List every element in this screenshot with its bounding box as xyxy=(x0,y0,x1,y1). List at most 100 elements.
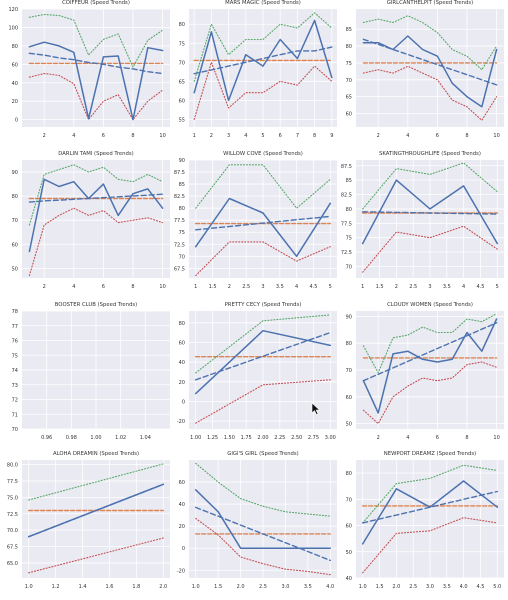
y-tick-label: 60 xyxy=(179,98,185,104)
x-tick-label: 2.25 xyxy=(274,435,285,441)
y-tick-label: 80 xyxy=(179,22,185,28)
y-tick-label: 75 xyxy=(346,61,352,67)
subplot-8: -20 0 20 40 60 80 1.00 1.25 1.50 1.75 2.00 2.25 2.50… xyxy=(177,302,337,441)
y-tick-label: 40 xyxy=(179,502,185,508)
x-tick-label: 2.0 xyxy=(392,584,400,590)
x-tick-label: 3.5 xyxy=(276,284,284,290)
series-line-upper xyxy=(28,463,164,501)
x-tick-label: 1.0 xyxy=(25,584,33,590)
y-tick-label: 82.5 xyxy=(341,193,352,199)
chart-title: GIGI'S GIRL (Speed Trends) xyxy=(227,451,299,457)
series-line-upper xyxy=(362,162,498,210)
x-tick-label: 10 xyxy=(159,133,165,139)
series-line-lower xyxy=(195,517,331,576)
series-line-upper xyxy=(195,462,331,517)
x-tick-label: 5 xyxy=(261,133,264,139)
x-tick-label: 5 xyxy=(329,284,332,290)
x-tick-label: 1.5 xyxy=(214,584,222,590)
y-tick-label: 70 xyxy=(346,368,352,374)
x-tick-label: 2.5 xyxy=(409,284,417,290)
chart-title: ALOHA DREAMIN (Speed Trends) xyxy=(53,451,139,457)
x-tick-label: 2 xyxy=(377,435,380,441)
y-tick-label: 80 xyxy=(179,321,185,327)
y-tick-label: -20 xyxy=(177,568,185,574)
chart-title: WILLOW COVE (Speed Trends) xyxy=(223,151,303,157)
y-tick-label: 60 xyxy=(346,524,352,530)
y-tick-label: 90 xyxy=(12,170,18,176)
series-line-trend xyxy=(362,38,498,86)
x-tick-label: 2 xyxy=(43,284,46,290)
x-tick-label: 3 xyxy=(261,284,264,290)
x-tick-label: 3 xyxy=(227,133,230,139)
chart-title: BOOSTER CLUB (Speed Trends) xyxy=(55,302,137,308)
series-line-lower xyxy=(362,225,498,273)
plot-area xyxy=(22,9,170,127)
series-line-speed xyxy=(194,329,332,395)
x-tick-label: 7 xyxy=(296,133,299,139)
series-line-trend xyxy=(362,211,498,215)
x-tick-label: 1.50 xyxy=(224,435,235,441)
x-tick-label: 2.50 xyxy=(291,435,302,441)
y-tick-label: 50 xyxy=(12,266,18,272)
x-tick-label: 3.5 xyxy=(443,584,451,590)
series-line-speed xyxy=(362,318,498,414)
chart-title: GIRLCANTHELPIT (Speed Trends) xyxy=(387,0,473,6)
subplot-7: 70 71 72 73 74 75 76 77 78 0.96 0.98 1.00 1.02 1.04 BO… xyxy=(12,302,170,441)
x-tick-label: 1.00 xyxy=(90,435,101,441)
x-tick-label: 3.5 xyxy=(443,284,451,290)
series-line-trend xyxy=(28,52,164,75)
x-tick-label: 1 xyxy=(361,284,364,290)
series-line-speed xyxy=(194,489,332,549)
y-tick-label: 78 xyxy=(12,309,18,315)
x-tick-label: 3.5 xyxy=(304,584,312,590)
y-tick-label: 0 xyxy=(182,399,185,405)
x-tick-label: 1.6 xyxy=(105,584,113,590)
y-tick-label: 0 xyxy=(15,118,18,124)
y-tick-label: 77.5 xyxy=(7,479,18,485)
subplot-11: -20 0 20 40 60 1.0 1.5 2.0 2.5 3.0 3.5 4.0 GIGI'S GI… xyxy=(177,451,337,590)
x-tick-label: 2.0 xyxy=(159,584,167,590)
x-tick-label: 3.0 xyxy=(426,584,434,590)
y-tick-label: 87.5 xyxy=(341,164,352,170)
x-tick-label: 6 xyxy=(102,133,105,139)
x-tick-label: 10 xyxy=(493,133,499,139)
x-tick-label: 4.0 xyxy=(460,584,468,590)
y-tick-label: 40 xyxy=(179,360,185,366)
series-line-upper xyxy=(28,13,164,68)
x-tick-label: 4 xyxy=(406,133,409,139)
y-tick-label: 73 xyxy=(12,383,18,389)
x-tick-label: 10 xyxy=(159,284,165,290)
y-tick-label: 76 xyxy=(12,339,18,345)
y-tick-label: 87.5 xyxy=(174,170,185,176)
x-tick-label: 1.5 xyxy=(376,584,384,590)
series-line-upper xyxy=(362,313,498,374)
y-tick-label: 100 xyxy=(8,25,18,31)
x-tick-label: 8 xyxy=(313,133,316,139)
x-tick-label: 4 xyxy=(406,435,409,441)
series-line-trend xyxy=(194,506,331,562)
y-tick-label: 75 xyxy=(12,353,18,359)
y-tick-label: 80 xyxy=(12,194,18,200)
y-tick-label: 60 xyxy=(179,340,185,346)
x-tick-label: 5.0 xyxy=(493,584,501,590)
y-tick-label: 50 xyxy=(346,422,352,428)
series-line-trend xyxy=(194,215,331,231)
chart-title: PRETTY CECY (Speed Trends) xyxy=(225,302,302,308)
series-line-lower xyxy=(362,65,498,121)
x-tick-label: 2.00 xyxy=(257,435,268,441)
chart-title: MARS MAGIC (Speed Trends) xyxy=(225,0,301,6)
series-line-speed xyxy=(28,178,164,253)
x-tick-label: 6 xyxy=(279,133,282,139)
x-tick-label: 8 xyxy=(131,284,134,290)
y-tick-label: 72.5 xyxy=(341,250,352,256)
y-tick-label: 70.0 xyxy=(7,528,18,534)
x-tick-label: 8 xyxy=(131,133,134,139)
y-tick-label: 74 xyxy=(12,368,18,374)
x-tick-label: 2 xyxy=(210,133,213,139)
x-tick-label: 4 xyxy=(244,133,247,139)
series-line-trend xyxy=(28,193,164,203)
x-tick-label: 1.8 xyxy=(132,584,140,590)
y-tick-label: 60 xyxy=(346,395,352,401)
x-tick-label: 2 xyxy=(228,284,231,290)
